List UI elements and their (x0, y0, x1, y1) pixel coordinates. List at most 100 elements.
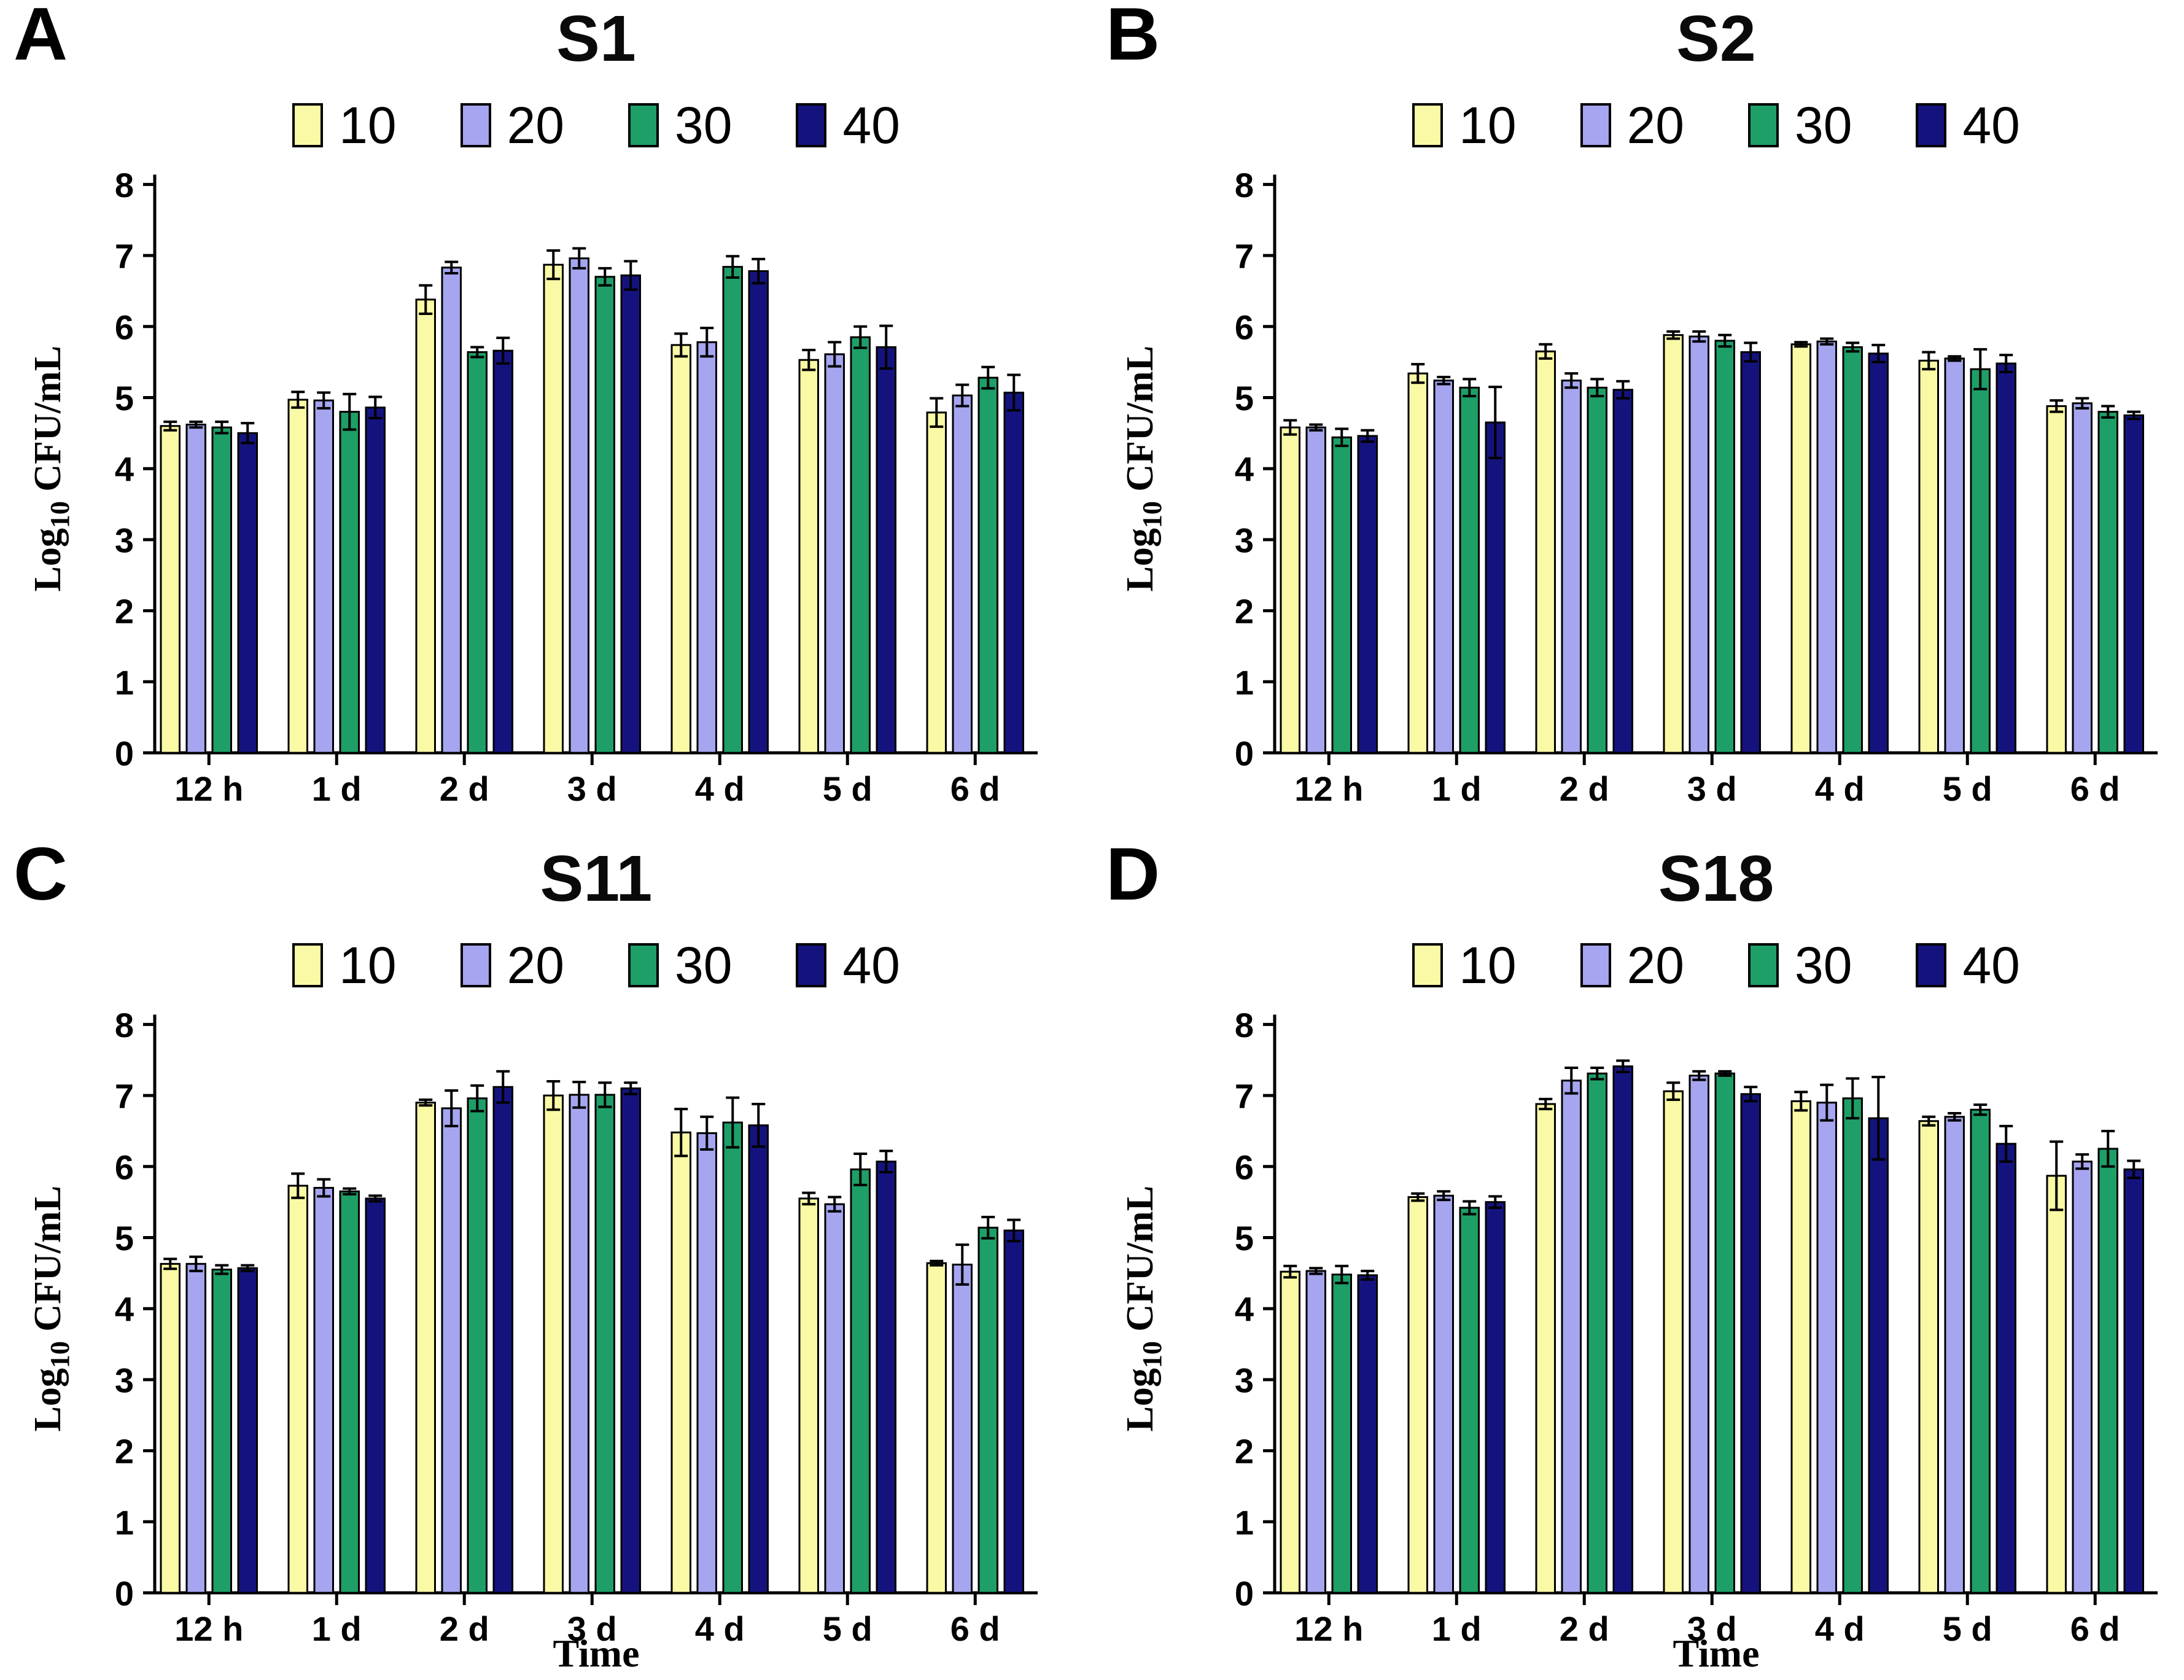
y-tick-label: 1 (1235, 1503, 1254, 1542)
legend-label: 30 (675, 96, 733, 154)
legend-label: 10 (339, 96, 397, 154)
legend-label: 40 (1962, 96, 2020, 154)
legend-item: 20 (1580, 99, 1684, 151)
bar (569, 257, 589, 754)
y-tick-label: 2 (1235, 1432, 1254, 1471)
x-category-label: 1 d (1432, 1609, 1482, 1648)
x-category-label: 2 d (440, 1609, 489, 1648)
bar (1714, 340, 1735, 754)
y-tick-label: 4 (115, 450, 134, 489)
bar (1663, 334, 1684, 754)
bar (1944, 357, 1965, 754)
bar (1331, 436, 1352, 754)
bar (185, 1262, 206, 1594)
bar (1842, 1097, 1863, 1594)
bar (1816, 1102, 1837, 1594)
y-tick-label: 2 (1235, 592, 1254, 631)
bar (1663, 1090, 1684, 1594)
y-axis-label: Log10 CFU/mL (1119, 1186, 1167, 1432)
legend-swatch-30 (1748, 103, 1779, 147)
panel-a: A S1 10 20 30 40 0 1 2 3 4 5 6 7 8 12 h 1 d 2 d 3 d 4… (0, 0, 1092, 840)
y-tick-label: 4 (1235, 1290, 1254, 1329)
bar (1996, 1143, 2016, 1594)
legend-item: 10 (292, 96, 397, 154)
bar (1459, 1207, 1480, 1594)
bar (441, 1107, 462, 1594)
legend-swatch-30 (628, 943, 659, 987)
legend-item: 20 (460, 936, 564, 994)
y-tick-label: 5 (1235, 1219, 1254, 1258)
y-tick-label: 0 (115, 734, 134, 773)
bar (237, 1267, 258, 1594)
legend-swatch-40 (1916, 943, 1947, 987)
bar (441, 266, 462, 754)
bar (1407, 372, 1428, 754)
legend-item: 30 (628, 939, 732, 991)
bar (1535, 350, 1556, 754)
bar (1357, 435, 1378, 754)
bar (1918, 1120, 1939, 1594)
bar (594, 276, 615, 754)
bar (2072, 1161, 2093, 1594)
bar (696, 1132, 717, 1594)
x-category-label: 5 d (1943, 1609, 1992, 1648)
chart-title: S2 (1676, 2, 1756, 75)
bar (1816, 340, 1837, 754)
legend-label: 20 (507, 936, 564, 994)
y-tick-label: 7 (1235, 1077, 1254, 1116)
x-axis-label: Time (553, 1631, 639, 1675)
bar (1689, 1075, 1709, 1594)
y-tick-label: 0 (1235, 1574, 1254, 1613)
x-category-label: 1 d (1432, 769, 1482, 808)
bar (1970, 368, 1991, 754)
panel-letter: A (14, 0, 68, 76)
legend-label: 20 (507, 96, 564, 154)
y-tick-label: 7 (115, 1077, 134, 1116)
bar-chart: 0 1 2 3 4 5 6 7 8 12 h 1 d 2 d 3 d 4 d 5 d 6 d Log10 CFU… (1119, 1006, 2158, 1675)
bar (926, 1262, 947, 1594)
legend-item: 30 (1748, 939, 1852, 991)
x-category-label: 1 d (312, 1609, 362, 1648)
bar (798, 1197, 819, 1594)
x-category-label: 5 d (823, 1609, 872, 1648)
legend: 10 20 30 40 (1275, 96, 2158, 154)
bar (952, 394, 973, 754)
x-category-label: 2 d (1560, 769, 1609, 808)
bar (1331, 1274, 1352, 1594)
y-tick-label: 8 (115, 166, 134, 204)
x-category-label: 12 h (174, 769, 243, 808)
bar (2072, 402, 2093, 754)
y-tick-label: 2 (115, 1432, 134, 1471)
legend-swatch-20 (1580, 943, 1611, 987)
bar (1790, 1100, 1811, 1594)
x-category-label: 4 d (1815, 769, 1865, 808)
bar (1485, 421, 1506, 754)
x-category-label: 6 d (2070, 769, 2120, 808)
y-tick-label: 7 (115, 237, 134, 276)
legend-swatch-20 (460, 103, 491, 147)
bar (1842, 346, 1863, 754)
x-category-label: 4 d (695, 769, 745, 808)
bar (722, 266, 743, 754)
legend-item: 40 (796, 99, 900, 151)
bar (1740, 1093, 1761, 1594)
bar (1612, 389, 1633, 754)
y-tick-label: 1 (115, 663, 134, 702)
chart-title: S18 (1658, 842, 1774, 915)
legend-label: 10 (339, 936, 397, 994)
legend-swatch-40 (796, 943, 827, 987)
x-category-label: 3 d (567, 1609, 617, 1648)
bar (287, 1184, 308, 1594)
bar-chart: 0 1 2 3 4 5 6 7 8 12 h 1 d 2 d 3 d 4 d 5 d 6 d Log10 CFU… (27, 166, 1038, 808)
legend-item: 20 (460, 96, 564, 154)
bar (722, 1121, 743, 1594)
bar (670, 1131, 691, 1594)
legend: 10 20 30 40 (1275, 939, 2158, 991)
y-tick-label: 4 (115, 1290, 134, 1329)
bar-chart: 0 1 2 3 4 5 6 7 8 12 h 1 d 2 d 3 d 4 d 5 d 6 d Log10 CFU… (1119, 166, 2158, 808)
panel-letter: B (1106, 0, 1160, 76)
bar (977, 376, 998, 754)
y-tick-label: 0 (115, 1574, 134, 1613)
